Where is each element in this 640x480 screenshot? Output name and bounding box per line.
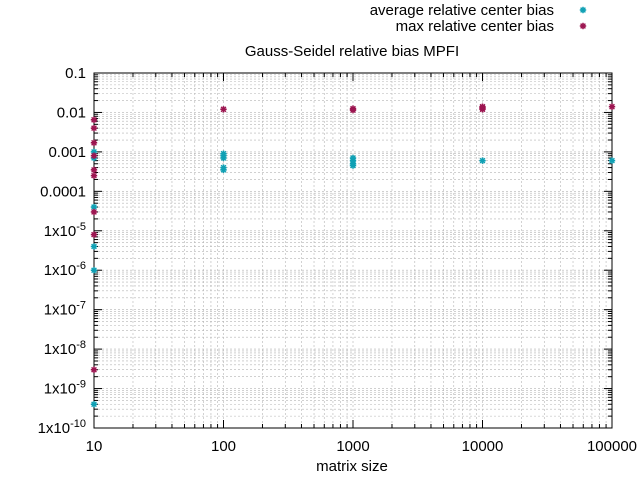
data-point-average	[90, 267, 98, 274]
data-point-average	[220, 150, 227, 157]
y-tick-label: 1x10-7	[44, 300, 86, 319]
x-tick-label: 10	[86, 438, 103, 455]
data-point-average	[349, 154, 357, 162]
data-points	[90, 103, 616, 408]
x-tick-labels: 10 100 1000 10000 100000	[86, 438, 637, 455]
grid-lines	[93, 73, 612, 429]
data-point-max	[90, 139, 98, 146]
data-point-max	[479, 103, 486, 110]
y-tick-label: 0.01	[57, 104, 86, 121]
data-point-max	[90, 231, 98, 238]
y-tick-labels: 1x10-10 1x10-9 1x10-8 1x10-7 1x10-6 1x10-5 0.0…	[38, 65, 86, 437]
data-point-max	[90, 208, 98, 216]
x-tick-label: 100000	[587, 438, 637, 455]
data-point-average	[608, 157, 616, 164]
legend: average relative center bias max relativ…	[370, 2, 587, 35]
data-point-max	[90, 172, 98, 179]
data-point-average	[220, 164, 227, 171]
y-tick-label: 1x10-9	[44, 379, 86, 398]
y-tick-label: 0.001	[48, 144, 86, 161]
y-tick-label: 0.0001	[40, 183, 86, 200]
data-point-max	[90, 116, 98, 124]
y-tick-label: 1x10-6	[44, 260, 86, 279]
data-point-max	[90, 166, 98, 174]
x-tick-label: 100	[211, 438, 236, 455]
data-point-max	[608, 103, 616, 110]
y-tick-label: 1x10-8	[44, 339, 86, 358]
y-tick-label: 1x10-5	[44, 221, 86, 240]
x-tick-label: 1000	[336, 438, 369, 455]
data-point-average	[90, 401, 98, 408]
y-tick-label: 0.1	[65, 65, 86, 82]
data-point-average	[90, 243, 98, 250]
x-axis-label: matrix size	[316, 458, 388, 475]
data-point-max	[220, 106, 227, 113]
legend-marker-max	[579, 22, 587, 30]
data-point-max	[90, 124, 98, 132]
data-point-max	[349, 105, 357, 112]
y-tick-label: 1x10-10	[38, 418, 86, 437]
data-point-max	[90, 366, 98, 373]
data-point-max	[90, 152, 98, 159]
data-point-average	[479, 157, 486, 164]
legend-marker-average	[579, 6, 587, 14]
x-tick-label: 10000	[462, 438, 504, 455]
legend-label-average: average relative center bias	[370, 2, 554, 19]
legend-label-max: max relative center bias	[396, 18, 554, 35]
chart-title: Gauss-Seidel relative bias MPFI	[245, 43, 459, 60]
data-point-average	[90, 203, 98, 211]
